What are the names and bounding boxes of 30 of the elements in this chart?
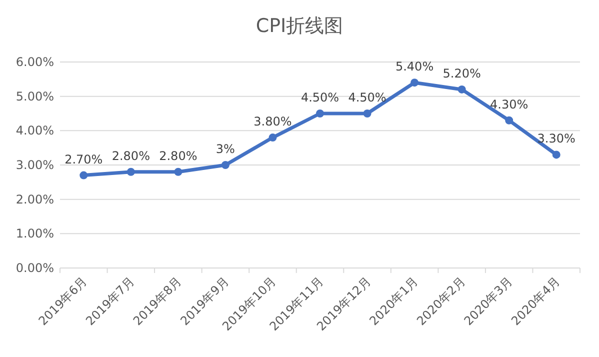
data-label: 3% xyxy=(216,142,235,156)
point xyxy=(363,110,372,118)
data-label: 2.80% xyxy=(159,148,198,163)
point xyxy=(410,78,419,87)
point xyxy=(458,85,466,94)
data-label: 4.50% xyxy=(300,90,340,104)
point xyxy=(126,168,135,176)
data-label: 3.80% xyxy=(254,114,292,129)
data-label: 2.80% xyxy=(112,148,150,163)
y-tick-label: 4.00% xyxy=(16,124,54,138)
point xyxy=(552,150,560,159)
point xyxy=(505,116,514,124)
y-tick-label: 2.00% xyxy=(16,192,54,206)
data-label: 5.20% xyxy=(442,66,481,80)
data-label: 4.50% xyxy=(348,90,386,104)
point xyxy=(268,134,277,142)
y-tick-label: 6.00% xyxy=(16,55,54,69)
chart-title: CPI折线图 xyxy=(256,15,344,37)
y-tick-label: 1.00% xyxy=(16,226,54,241)
data-label: 4.30% xyxy=(490,97,528,112)
y-tick-label: 3.00% xyxy=(16,158,54,172)
data-label: 5.40% xyxy=(395,60,434,74)
y-tick-label: 0.00% xyxy=(16,261,54,275)
point xyxy=(174,168,182,176)
point xyxy=(80,171,88,180)
data-label: 2.70% xyxy=(64,152,103,166)
data-label: 3.30% xyxy=(537,132,576,146)
point xyxy=(316,110,324,118)
y-tick-label: 5.00% xyxy=(16,89,54,104)
point xyxy=(221,161,230,169)
